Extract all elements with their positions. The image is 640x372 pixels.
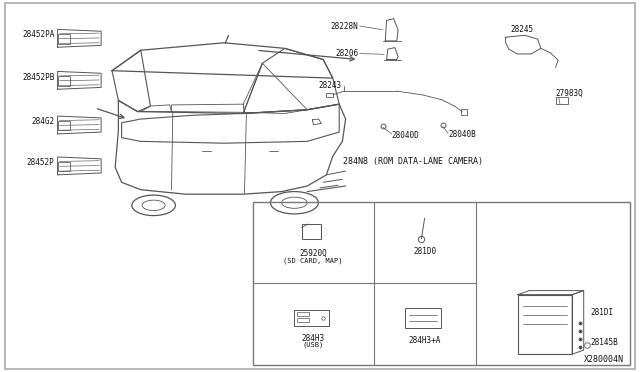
Text: 281D0: 281D0 — [413, 247, 436, 256]
Bar — [556, 97, 568, 104]
Text: (SD CARD, MAP): (SD CARD, MAP) — [284, 257, 343, 264]
Bar — [518, 295, 572, 354]
Text: 28452PB: 28452PB — [22, 73, 54, 81]
Text: 284G2: 284G2 — [31, 117, 54, 126]
Text: 284N8 (ROM DATA-LANE CAMERA): 284N8 (ROM DATA-LANE CAMERA) — [343, 157, 483, 166]
Text: 28145B: 28145B — [590, 338, 618, 347]
Text: 284H3+A: 284H3+A — [408, 336, 441, 344]
Text: 27983Q: 27983Q — [556, 89, 583, 98]
Bar — [405, 308, 440, 328]
Bar — [58, 34, 70, 44]
Text: 28206: 28206 — [335, 49, 358, 58]
Bar — [253, 202, 630, 365]
Bar — [301, 224, 321, 239]
Bar — [294, 310, 329, 326]
Bar — [58, 162, 70, 171]
Text: X280004N: X280004N — [584, 355, 624, 364]
Text: 25920Q: 25920Q — [300, 249, 327, 258]
Bar — [296, 318, 309, 322]
Bar — [58, 76, 70, 86]
Text: 28040D: 28040D — [392, 131, 419, 140]
Text: 28040B: 28040B — [448, 130, 476, 139]
Text: 284H3: 284H3 — [301, 334, 324, 343]
Bar — [58, 121, 70, 130]
Text: 281DI: 281DI — [590, 308, 613, 317]
Text: 28452PA: 28452PA — [22, 31, 54, 39]
Text: 28245: 28245 — [510, 25, 533, 34]
Text: 28452P: 28452P — [27, 158, 54, 167]
Bar — [326, 93, 333, 97]
Text: 28243: 28243 — [319, 81, 342, 90]
Text: (USB): (USB) — [303, 341, 324, 348]
Bar — [461, 109, 467, 115]
Text: 28228N: 28228N — [331, 22, 358, 31]
Bar — [296, 312, 309, 316]
